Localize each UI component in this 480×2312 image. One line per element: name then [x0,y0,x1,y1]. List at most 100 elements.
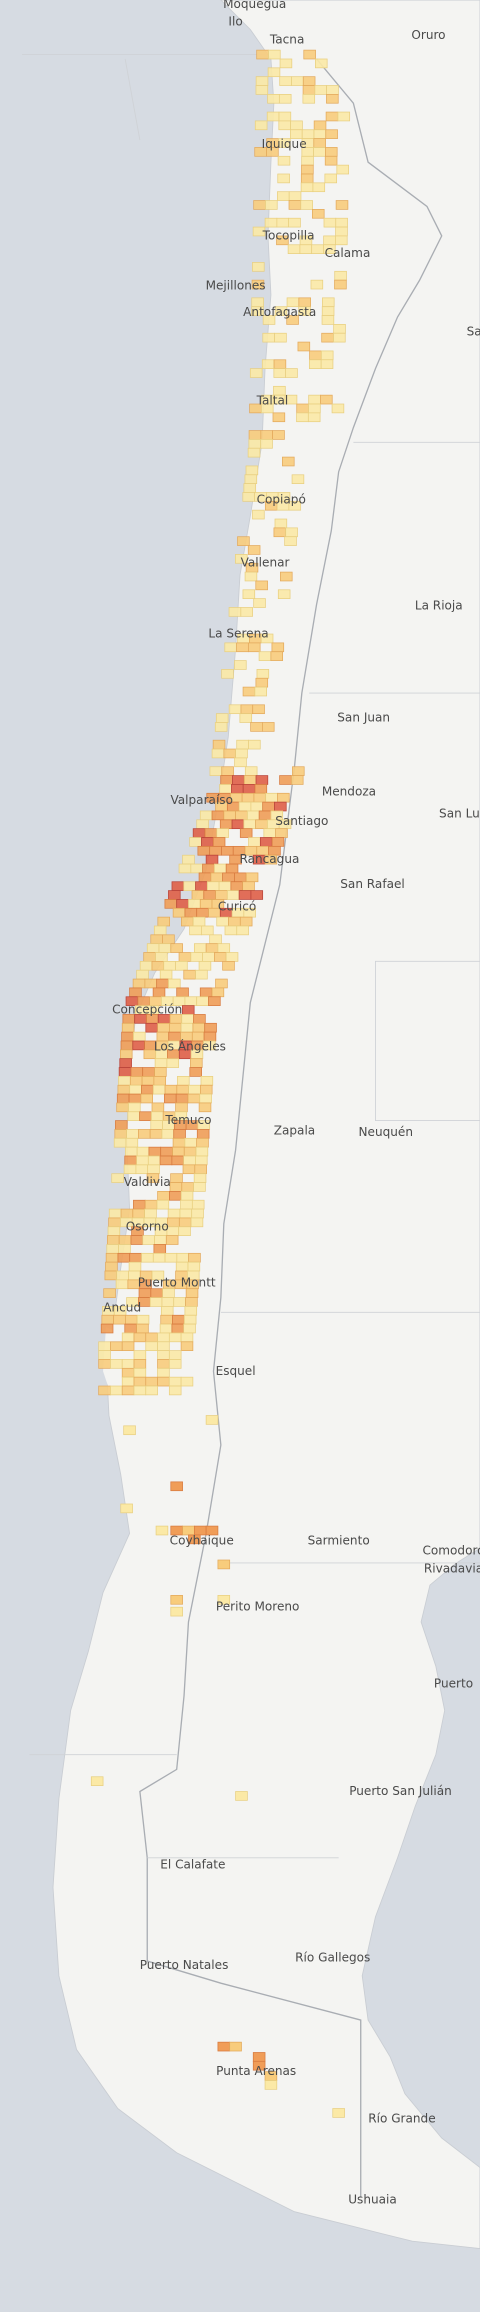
heat-cell [161,1129,175,1139]
heat-cell [324,155,338,166]
heat-cell [198,960,212,971]
heat-cell [184,1137,198,1148]
heat-cell [277,155,291,166]
heat-cell [108,1208,122,1219]
place-label: Sarmiento [308,1533,370,1547]
heat-cell [326,85,339,95]
heat-cell [181,916,194,927]
heat-cell [148,1146,162,1157]
heat-cell [286,315,299,325]
heat-cell [167,1217,180,1228]
heat-cell [335,217,348,228]
heat-cell [255,819,268,830]
heat-cell [120,1503,133,1514]
heat-cell [175,1093,189,1104]
heat-cell [298,306,311,316]
heat-cell [288,200,302,210]
place-label: San Juan [337,711,390,725]
heat-cell [138,1129,151,1139]
heat-cell [172,1314,185,1325]
place-label: Ushuaia [348,2192,397,2206]
heat-cell [135,1164,149,1175]
heat-cell [189,925,202,936]
heat-cell [123,1425,136,1436]
heat-cell [219,819,233,830]
heat-cell [118,1067,132,1077]
heat-cell [193,943,207,953]
heat-cell [255,76,269,86]
place-label: Valdivia [124,1175,171,1189]
heat-cell [157,1022,170,1033]
heat-cell [323,244,336,254]
heat-cell [266,111,280,122]
heat-cell [127,1111,140,1121]
heat-cell [254,784,268,794]
heat-cell [264,217,278,228]
heat-cell [242,492,255,502]
heat-cell [160,1146,173,1157]
heat-cell [278,111,292,122]
heat-cell [157,1367,170,1378]
heat-cell [247,545,261,555]
heat-cell [335,200,349,210]
heat-cell [178,863,192,874]
heat-cell [116,1270,129,1281]
heat-cell [248,430,262,440]
heat-cell [142,1235,155,1245]
heat-cell [312,209,325,219]
heat-cell [234,872,247,883]
heat-cell [254,686,267,697]
heat-cell [159,969,173,980]
heat-cell [301,164,314,175]
heat-cell [133,1350,147,1360]
heat-cell [284,394,298,405]
heat-cell [253,598,266,608]
heat-cell [277,792,290,803]
heat-cell [299,244,313,254]
heat-cell [230,881,244,891]
heat-cell [303,49,316,60]
heat-cell [162,934,175,945]
heat-cell [192,1022,206,1033]
heat-cell [116,1093,130,1104]
heat-cell [272,412,286,423]
heat-cell [104,1270,118,1281]
place-label: La Serena [208,627,268,641]
heat-cell [242,881,255,891]
heat-cell [196,1137,209,1148]
heat-cell [274,801,287,812]
heat-cell [171,881,185,891]
heat-cell [226,890,240,900]
heat-cell [223,810,236,821]
heat-cell [124,1146,138,1157]
heat-cell [262,801,275,812]
heat-cell [279,58,293,69]
heat-cell [239,713,253,723]
heat-cell [265,792,278,803]
heat-cell [262,315,276,325]
heat-cell [282,456,295,467]
heat-cell [243,483,257,493]
heat-cell [321,332,334,343]
heat-cell [300,200,313,210]
heat-cell [98,1385,111,1396]
heat-cell [146,943,160,953]
heat-cell [290,120,303,131]
heat-cell [263,828,276,838]
heat-cell [164,1084,178,1095]
heat-cell [214,952,227,962]
heat-cell [277,191,290,201]
heat-cell [198,872,212,883]
heat-cell [250,890,264,900]
heat-cell [177,1076,190,1086]
heat-cell [198,1102,212,1113]
heat-cell [246,810,260,821]
heat-cell [145,1332,158,1343]
heat-cell [277,589,291,600]
heat-cell [193,1173,207,1183]
heat-cell [141,1076,155,1086]
heat-cell [274,518,288,529]
heat-cell [153,1244,167,1254]
heat-cell [325,129,338,139]
